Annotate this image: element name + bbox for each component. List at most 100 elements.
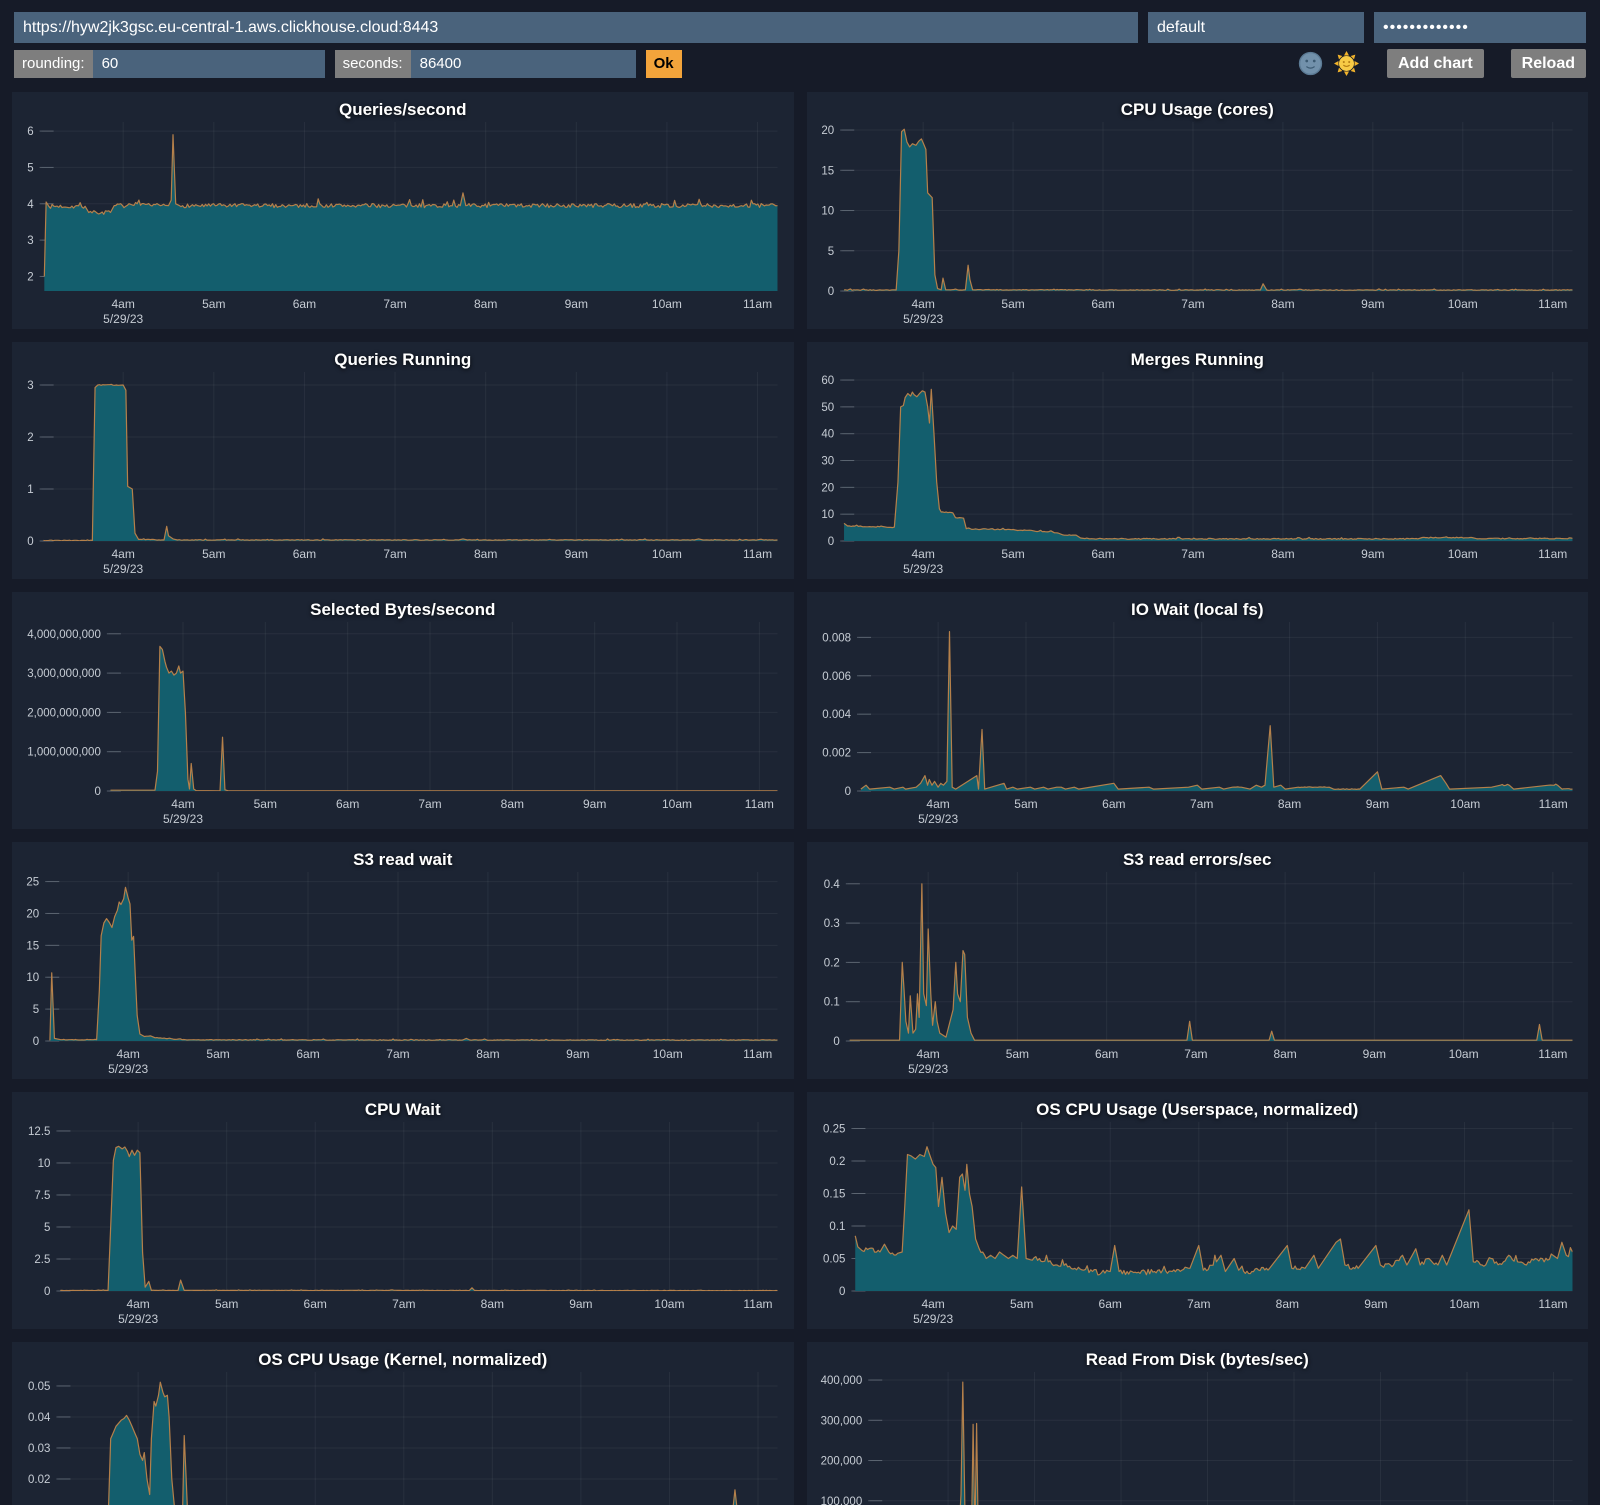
rounding-input[interactable] (92, 49, 325, 78)
svg-text:0.004: 0.004 (822, 709, 851, 721)
svg-text:6am: 6am (1091, 297, 1114, 311)
svg-text:10am: 10am (654, 1297, 684, 1311)
svg-text:20: 20 (26, 908, 39, 920)
svg-text:3,000,000,000: 3,000,000,000 (27, 668, 101, 680)
svg-text:7am: 7am (1181, 547, 1204, 561)
svg-text:4am: 4am (116, 1047, 139, 1061)
svg-text:4am: 4am (916, 1047, 939, 1061)
seconds-label: seconds: (334, 49, 411, 78)
svg-text:0: 0 (839, 1286, 845, 1298)
chart-panel: Queries Running 0 1 2 3 4am 5/29/23 5am 6am 7am 8a… (12, 342, 794, 579)
svg-text:9am: 9am (1365, 797, 1388, 811)
svg-text:6am: 6am (304, 1297, 327, 1311)
svg-text:10: 10 (26, 972, 39, 984)
server-url-input[interactable] (14, 12, 1138, 43)
svg-text:7am: 7am (1181, 297, 1204, 311)
svg-text:0.25: 0.25 (823, 1124, 845, 1136)
svg-text:11am: 11am (743, 547, 772, 561)
chart-panel: OS CPU Usage (Kernel, normalized)00.010.… (12, 1342, 794, 1505)
seconds-input[interactable] (410, 49, 636, 78)
sun-icon[interactable] (1333, 51, 1359, 76)
svg-text:8am: 8am (1273, 1047, 1296, 1061)
svg-text:0.002: 0.002 (822, 748, 851, 760)
connection-bar (0, 0, 1600, 43)
svg-text:4am: 4am (112, 297, 135, 311)
svg-text:50: 50 (821, 402, 834, 414)
svg-text:9am: 9am (583, 797, 606, 811)
chart-panel: S3 read errors/sec 0 0.1 0.2 0.3 0.4 4am 5/29/2… (806, 842, 1589, 1079)
svg-text:10am: 10am (652, 547, 682, 561)
chart-plot[interactable]: 00.010.020.030.040.054am5/29/235am6am7am… (12, 1342, 794, 1505)
svg-text:5am: 5am (202, 297, 225, 311)
svg-text:0.04: 0.04 (28, 1412, 51, 1424)
svg-text:20: 20 (821, 125, 834, 137)
svg-text:9am: 9am (1361, 297, 1384, 311)
chart-panel: CPU Usage (cores) 0 5 10 15 20 4am 5/29/23 5am 6a… (806, 92, 1589, 329)
svg-text:11am: 11am (745, 797, 774, 811)
svg-text:5am: 5am (1010, 1297, 1033, 1311)
svg-text:5: 5 (44, 1222, 50, 1234)
svg-text:7am: 7am (386, 1047, 409, 1061)
add-chart-button[interactable]: Add chart (1386, 49, 1484, 78)
svg-text:11am: 11am (1538, 297, 1567, 311)
svg-text:8am: 8am (1277, 797, 1300, 811)
svg-text:5/29/23: 5/29/23 (908, 1062, 948, 1076)
ok-button[interactable]: Ok (645, 49, 682, 78)
svg-text:10am: 10am (1450, 797, 1480, 811)
svg-text:40: 40 (821, 429, 834, 441)
svg-text:0: 0 (844, 786, 850, 798)
chart-plot[interactable]: 0 1,000,000,000 2,000,000,000 3,000,000,000… (12, 592, 794, 829)
svg-text:0: 0 (27, 536, 33, 548)
reload-button[interactable]: Reload (1510, 49, 1586, 78)
svg-text:25: 25 (26, 877, 39, 889)
username-input[interactable] (1148, 12, 1364, 43)
svg-text:400,000: 400,000 (820, 1375, 862, 1387)
charts-grid: Queries/second 2 3 4 5 6 4am 5/29/23 5am 6am 7am 8a… (0, 92, 1600, 1505)
svg-text:0.2: 0.2 (823, 957, 839, 969)
svg-text:7am: 7am (383, 547, 406, 561)
svg-text:11am: 11am (743, 297, 772, 311)
svg-text:5/29/23: 5/29/23 (903, 562, 943, 576)
svg-text:10am: 10am (1448, 1047, 1478, 1061)
chart-panel: Selected Bytes/second 0 1,000,000,000 2,000… (12, 592, 794, 829)
svg-text:9am: 9am (1361, 547, 1384, 561)
password-input[interactable] (1374, 12, 1586, 43)
svg-text:0.15: 0.15 (823, 1189, 845, 1201)
svg-text:10am: 10am (653, 1047, 683, 1061)
svg-text:4am: 4am (126, 1297, 149, 1311)
svg-text:6am: 6am (293, 297, 316, 311)
svg-text:5am: 5am (215, 1297, 238, 1311)
svg-text:4am: 4am (926, 797, 949, 811)
svg-text:2: 2 (27, 271, 33, 283)
svg-text:7am: 7am (1184, 1047, 1207, 1061)
svg-text:15: 15 (26, 940, 39, 952)
svg-text:8am: 8am (481, 1297, 504, 1311)
svg-text:11am: 11am (1538, 797, 1567, 811)
moon-icon[interactable] (1298, 51, 1323, 76)
chart-plot[interactable]: 0100,000200,000300,000400,0004am5/29/235… (807, 1342, 1589, 1505)
svg-text:6am: 6am (293, 547, 316, 561)
svg-text:0: 0 (827, 536, 833, 548)
svg-text:5/29/23: 5/29/23 (103, 312, 143, 326)
svg-text:11am: 11am (1538, 1047, 1567, 1061)
svg-text:9am: 9am (1364, 1297, 1387, 1311)
svg-text:0.006: 0.006 (822, 671, 851, 683)
svg-text:4am: 4am (921, 1297, 944, 1311)
svg-text:5/29/23: 5/29/23 (918, 812, 958, 826)
rounding-label: rounding: (14, 49, 93, 78)
svg-text:10: 10 (821, 509, 834, 521)
chart-panel: Merges Running 0 10 20 30 40 50 60 4am 5/29/23 5am… (806, 342, 1589, 579)
svg-text:0.1: 0.1 (829, 1221, 845, 1233)
svg-text:4: 4 (27, 199, 34, 211)
svg-text:11am: 11am (1538, 547, 1567, 561)
svg-text:100,000: 100,000 (820, 1496, 862, 1505)
